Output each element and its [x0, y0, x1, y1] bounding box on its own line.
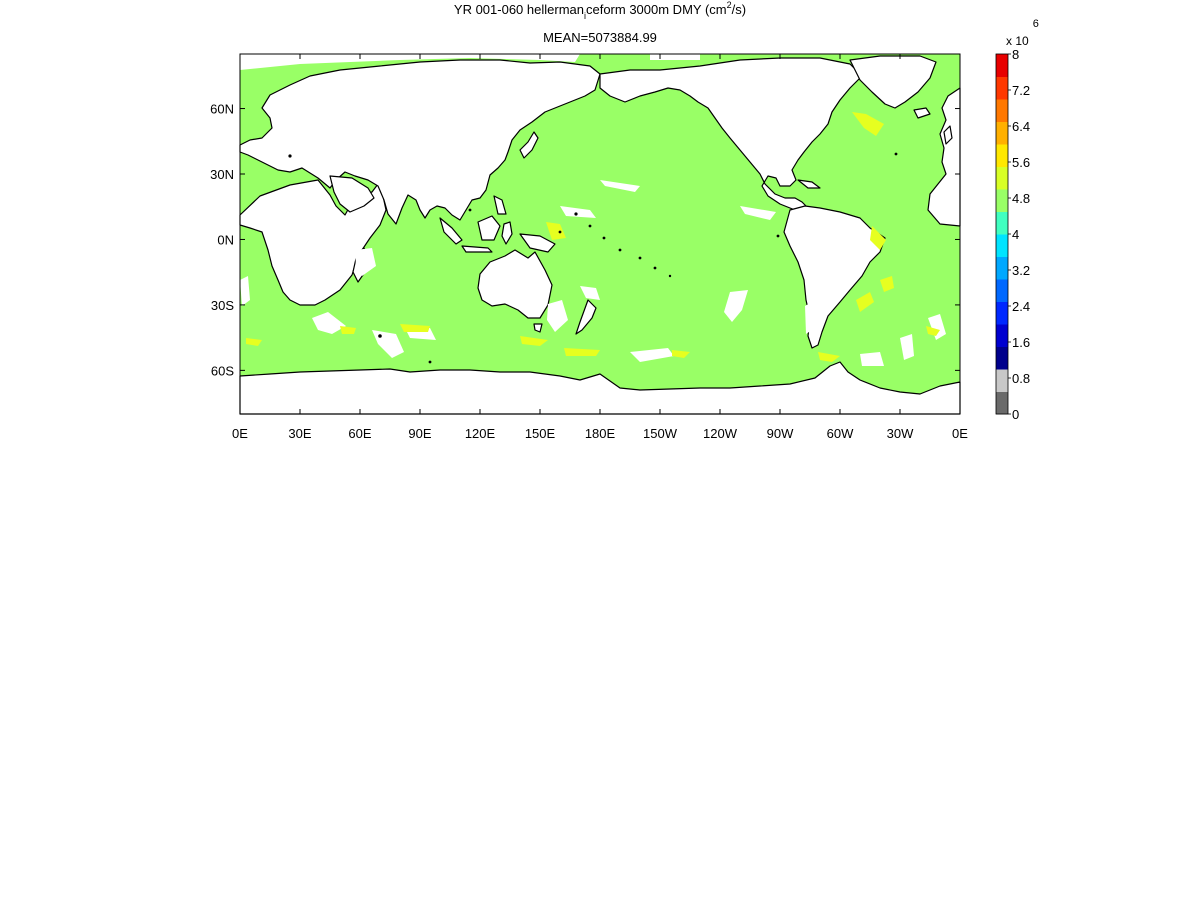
map-subtitle: MEAN=5073884.99: [543, 30, 657, 45]
cuba-land: [797, 179, 821, 189]
latitude-axis: 60N 30N 0N 30S 60S: [210, 102, 960, 378]
colorbar-ticks: 8 7.2 6.4 5.6 4.8 4 3.2 2.4 1.6 0.8 0: [1008, 47, 1030, 422]
colorbar-bin: [996, 189, 1008, 212]
colorbar-tick-label: 5.6: [1012, 155, 1030, 170]
colorbar-tick-label: 1.6: [1012, 335, 1030, 350]
lon-tick-label: 120E: [465, 426, 496, 441]
colorbar-bin: [996, 256, 1008, 280]
colorbar-multiplier: x 106: [1006, 18, 1039, 48]
lon-tick-label: 0E: [952, 426, 968, 441]
new-guinea-land: [519, 233, 556, 253]
europe-right-land: [927, 87, 961, 227]
colorbar-bin: [996, 54, 1008, 77]
colorbar-tick-label: 4.8: [1012, 191, 1030, 206]
colorbar-bin: [996, 346, 1008, 370]
colorbar-bin: [996, 144, 1008, 167]
lon-tick-label: 60E: [348, 426, 371, 441]
high-value-patches: [246, 112, 940, 362]
lon-tick-label: 150E: [525, 426, 556, 441]
colorbar-bin: [996, 76, 1008, 100]
longitude-axis: 0E 30E 60E 90E 120E 150E 180E 150W 120W 90W 60W 30W…: [232, 54, 968, 441]
lat-tick-label: 30N: [210, 167, 234, 182]
sulawesi-land: [501, 221, 513, 245]
sumatra-land: [439, 217, 463, 245]
lon-tick-label: 30W: [887, 426, 914, 441]
map-title: YR 001-060 hellermaniceform 3000m DMY (c…: [454, 0, 746, 21]
colorbar-tick-label: 0: [1012, 407, 1019, 422]
colorbar-bins: [996, 54, 1008, 415]
lon-tick-label: 0E: [232, 426, 248, 441]
colorbar-tick-label: 6.4: [1012, 119, 1030, 134]
java-land: [461, 245, 493, 253]
british-isles-land: [943, 125, 953, 145]
philippines-land: [493, 195, 507, 215]
lon-tick-label: 90E: [408, 426, 431, 441]
tasmania-land: [533, 323, 543, 333]
colorbar: 8 7.2 6.4 5.6 4.8 4 3.2 2.4 1.6 0.8 0 x 106: [995, 18, 1039, 422]
lat-tick-label: 0N: [217, 232, 234, 247]
map-panel: 60N 30N 0N 30S 60S 0E 30E 60E 90E 120E 150E 180E 15…: [210, 53, 968, 441]
lon-tick-label: 180E: [585, 426, 616, 441]
lat-tick-label: 30S: [211, 298, 234, 313]
north-america-land: [599, 57, 863, 213]
greenland-land: [849, 55, 937, 109]
lon-tick-label: 30E: [288, 426, 311, 441]
lon-tick-label: 120W: [703, 426, 738, 441]
colorbar-bin: [996, 369, 1008, 392]
lat-tick-label: 60N: [210, 102, 234, 117]
borneo-land: [477, 215, 501, 241]
colorbar-tick-label: 0.8: [1012, 371, 1030, 386]
antarctica-land: [239, 361, 961, 415]
new-zealand-land: [575, 299, 597, 335]
colorbar-tick-label: 3.2: [1012, 263, 1030, 278]
colorbar-bin: [996, 211, 1008, 235]
colorbar-tick-label: 2.4: [1012, 299, 1030, 314]
lon-tick-label: 90W: [767, 426, 794, 441]
colorbar-bin: [996, 279, 1008, 302]
colorbar-bin: [996, 99, 1008, 122]
colorbar-bin: [996, 324, 1008, 347]
colorbar-tick-label: 8: [1012, 47, 1019, 62]
colorbar-tick-label: 7.2: [1012, 83, 1030, 98]
colorbar-bin: [996, 121, 1008, 145]
colorbar-bin: [996, 234, 1008, 257]
arabia-land: [329, 175, 375, 213]
colorbar-bin: [996, 166, 1008, 190]
colorbar-bin: [996, 391, 1008, 415]
land-masses: [239, 55, 961, 415]
iceland-land: [913, 107, 931, 119]
colorbar-bin: [996, 301, 1008, 325]
lon-tick-label: 150W: [643, 426, 678, 441]
pacific-islands: [288, 152, 898, 364]
colorbar-tick-label: 4: [1012, 227, 1019, 242]
japan-land: [519, 131, 539, 159]
lon-tick-label: 60W: [827, 426, 854, 441]
lat-tick-label: 60S: [211, 363, 234, 378]
